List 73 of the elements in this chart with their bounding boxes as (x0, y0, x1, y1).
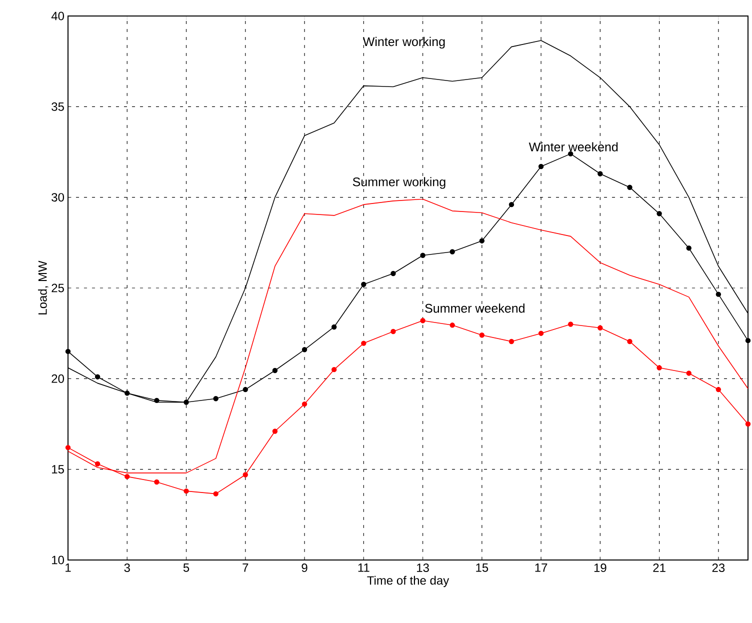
text: Winter working (362, 36, 445, 49)
point (479, 332, 485, 338)
point (420, 252, 426, 258)
point (272, 428, 278, 434)
point (716, 292, 722, 297)
point (94, 461, 100, 466)
point (390, 270, 396, 276)
point (154, 479, 160, 485)
x-tick-label: 11 (358, 564, 370, 572)
x-tick-label: 15 (476, 564, 488, 572)
point (390, 328, 396, 334)
point (450, 249, 455, 254)
point (420, 318, 426, 324)
x-tick-label: 19 (594, 564, 606, 572)
point (745, 338, 751, 344)
x-tick-label: 5 (183, 564, 190, 572)
point (272, 368, 278, 374)
y-tick-label: 35 (52, 102, 64, 111)
point (538, 330, 544, 336)
y-axis-title: Load, MW (38, 260, 48, 314)
x-tick-label: 21 (653, 564, 666, 572)
x-tick-label: 9 (302, 564, 308, 572)
point (242, 472, 248, 478)
x-tick-label: 7 (242, 564, 248, 572)
series-label: Winter weekend (528, 142, 618, 152)
point (361, 282, 366, 287)
point (716, 386, 722, 392)
point (568, 322, 574, 327)
x-tick-label: 17 (535, 564, 548, 572)
point (745, 421, 751, 427)
y-tick-label: 30 (52, 193, 64, 202)
point (598, 325, 603, 330)
point (656, 211, 662, 216)
point (538, 164, 544, 170)
point (94, 374, 100, 380)
x-tick-label: 23 (712, 564, 725, 572)
point (302, 401, 308, 407)
point (598, 171, 603, 176)
y-tick-label: 40 (51, 12, 64, 20)
point (331, 324, 337, 330)
point (568, 151, 574, 156)
point (331, 366, 337, 372)
x-tick-label: 13 (417, 564, 429, 572)
x-tick-label: 3 (124, 564, 130, 572)
point (656, 365, 662, 370)
x-axis-title: Time of the day (367, 576, 450, 588)
y-tick-label: 25 (52, 284, 64, 292)
x-tick-label: 1 (66, 564, 71, 572)
point (508, 202, 514, 208)
y-tick-label: 10 (52, 556, 64, 564)
point (184, 488, 189, 494)
point (508, 338, 514, 344)
point (213, 396, 218, 402)
point (242, 386, 248, 392)
y-tick-label: 15 (52, 465, 64, 474)
y-tick-label: 20 (52, 374, 64, 383)
point (686, 370, 692, 376)
point (65, 348, 71, 354)
point (361, 340, 366, 346)
point (154, 398, 160, 404)
point (686, 246, 692, 251)
point (302, 347, 308, 352)
point (627, 184, 632, 190)
point (450, 322, 455, 328)
point (479, 238, 485, 244)
series-label: Summer working (352, 177, 446, 189)
point (627, 338, 632, 344)
point (65, 444, 71, 450)
point (124, 474, 130, 480)
point (184, 400, 189, 405)
point (213, 491, 218, 496)
point (124, 390, 130, 396)
series-label: Summer weekend (425, 304, 524, 313)
